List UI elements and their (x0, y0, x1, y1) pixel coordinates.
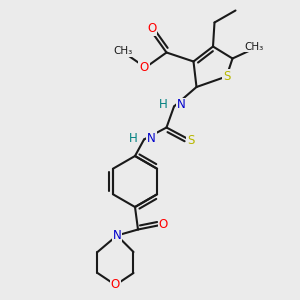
Text: S: S (187, 134, 194, 148)
Text: O: O (111, 278, 120, 292)
Text: H: H (159, 98, 167, 112)
Text: CH₃: CH₃ (113, 46, 133, 56)
Text: S: S (223, 70, 230, 83)
Text: N: N (147, 131, 156, 145)
Text: N: N (177, 98, 186, 112)
Text: O: O (147, 22, 156, 35)
Text: H: H (129, 131, 137, 145)
Text: O: O (140, 61, 148, 74)
Text: N: N (112, 229, 122, 242)
Text: CH₃: CH₃ (244, 41, 263, 52)
Text: O: O (159, 218, 168, 232)
